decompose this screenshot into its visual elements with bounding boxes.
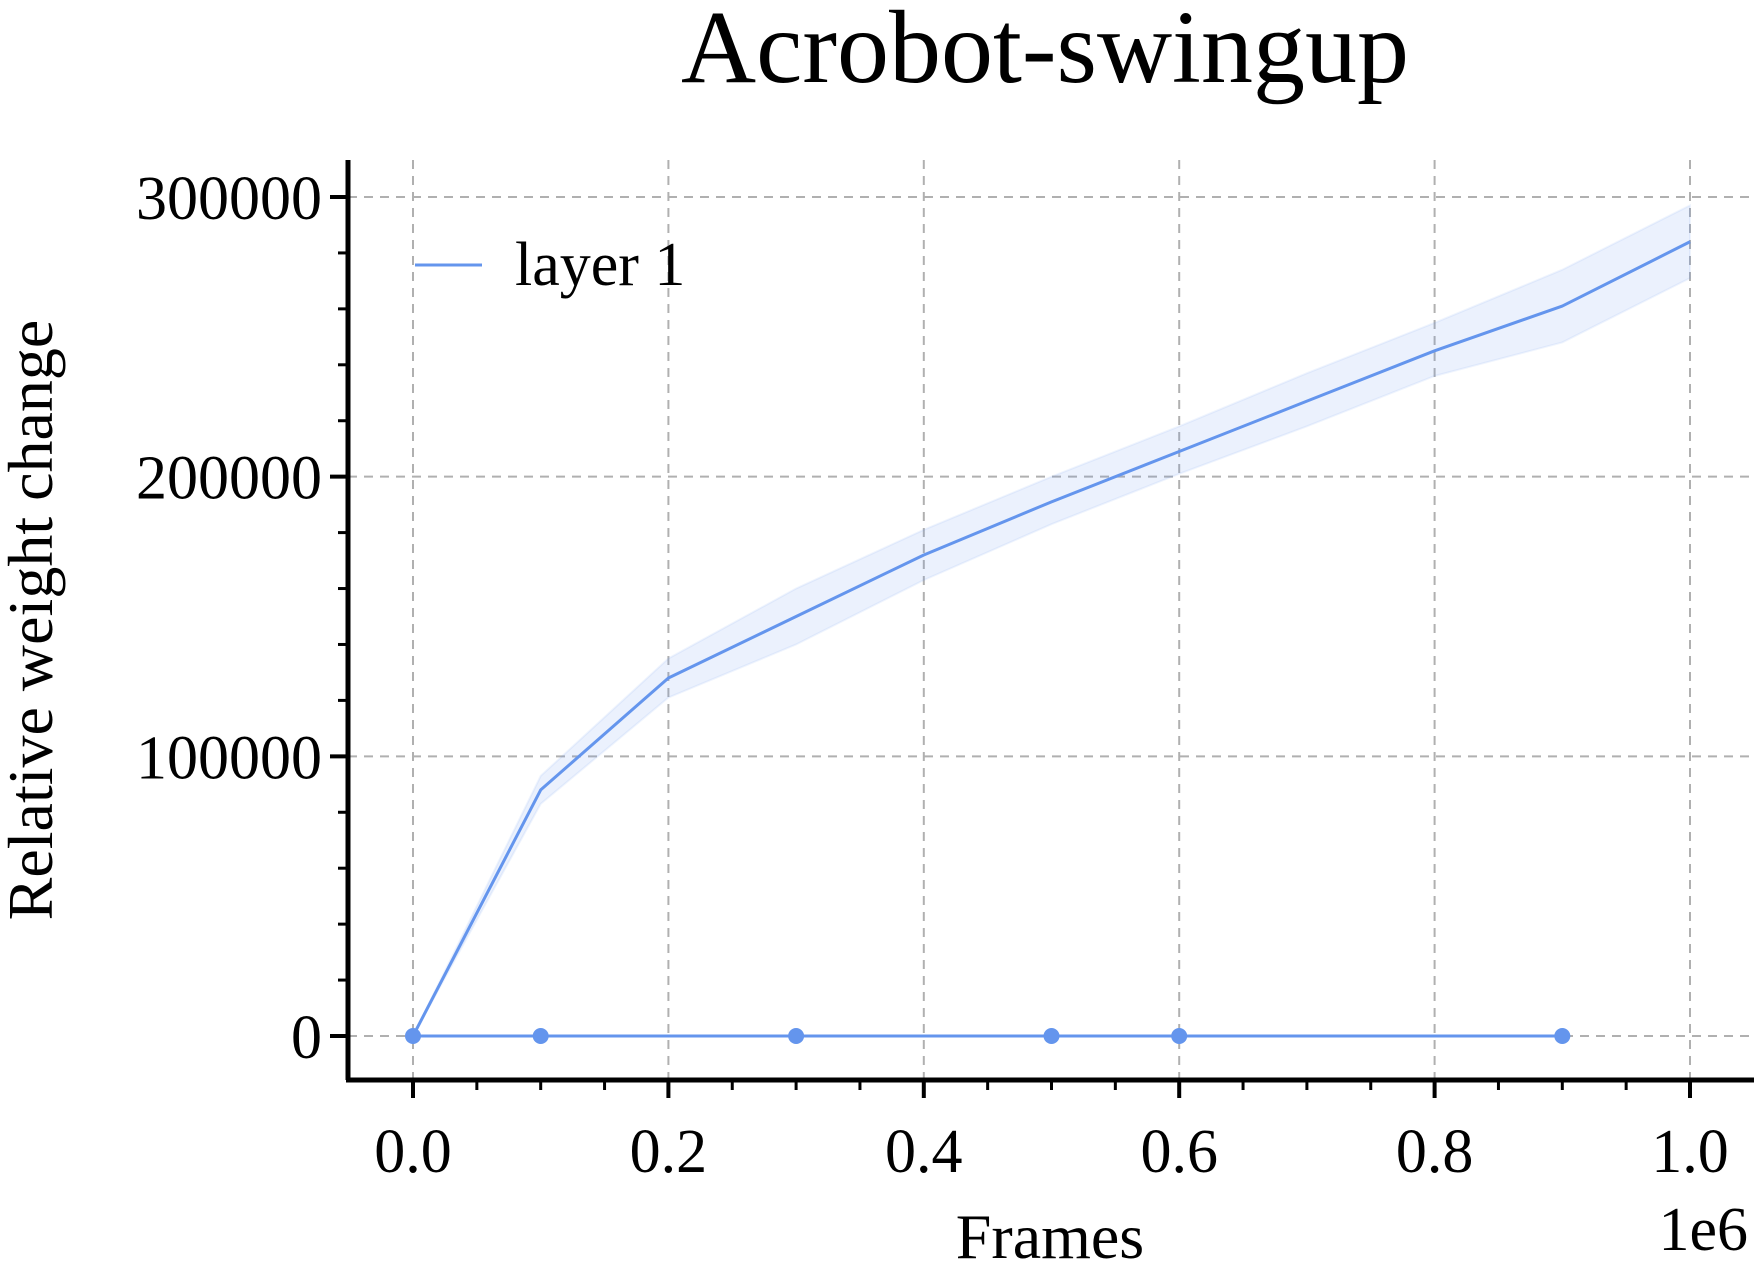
y-axis-ticks: 0 100000 200000 300000: [136, 165, 348, 1072]
x-tick-label: 0.6: [1140, 1118, 1218, 1186]
x-tick-label: 1.0: [1651, 1118, 1729, 1186]
x-axis-label: Frames: [956, 1201, 1144, 1272]
series-line: [411, 240, 1691, 1037]
series-lines: [411, 240, 1691, 1037]
baseline-point: [788, 1028, 805, 1044]
baseline-point: [532, 1028, 549, 1044]
y-tick-label: 0: [291, 1004, 322, 1072]
x-tick-label: 0.8: [1396, 1118, 1474, 1186]
x-tick-label: 0.4: [885, 1118, 963, 1186]
legend-label: layer 1: [515, 231, 685, 299]
baseline-markers: [405, 1028, 1571, 1044]
chart-title: Acrobot-swingup: [681, 0, 1409, 105]
baseline-point: [1554, 1028, 1571, 1044]
y-tick-label: 300000: [136, 165, 322, 233]
y-tick-label: 100000: [136, 724, 322, 792]
x-axis-ticks: 0.0 0.2 0.4 0.6 0.8 1.0: [374, 1080, 1729, 1186]
baseline-point: [1043, 1028, 1060, 1044]
y-axis-label: Relative weight change: [0, 320, 66, 921]
y-tick-label: 200000: [136, 445, 322, 513]
baseline-point: [405, 1028, 421, 1044]
x-tick-label: 0.0: [374, 1118, 452, 1186]
legend: layer 1: [415, 231, 685, 299]
x-tick-label: 0.2: [630, 1118, 708, 1186]
x-axis-offset-label: 1e6: [1658, 1196, 1748, 1264]
baseline-point: [1171, 1028, 1188, 1044]
